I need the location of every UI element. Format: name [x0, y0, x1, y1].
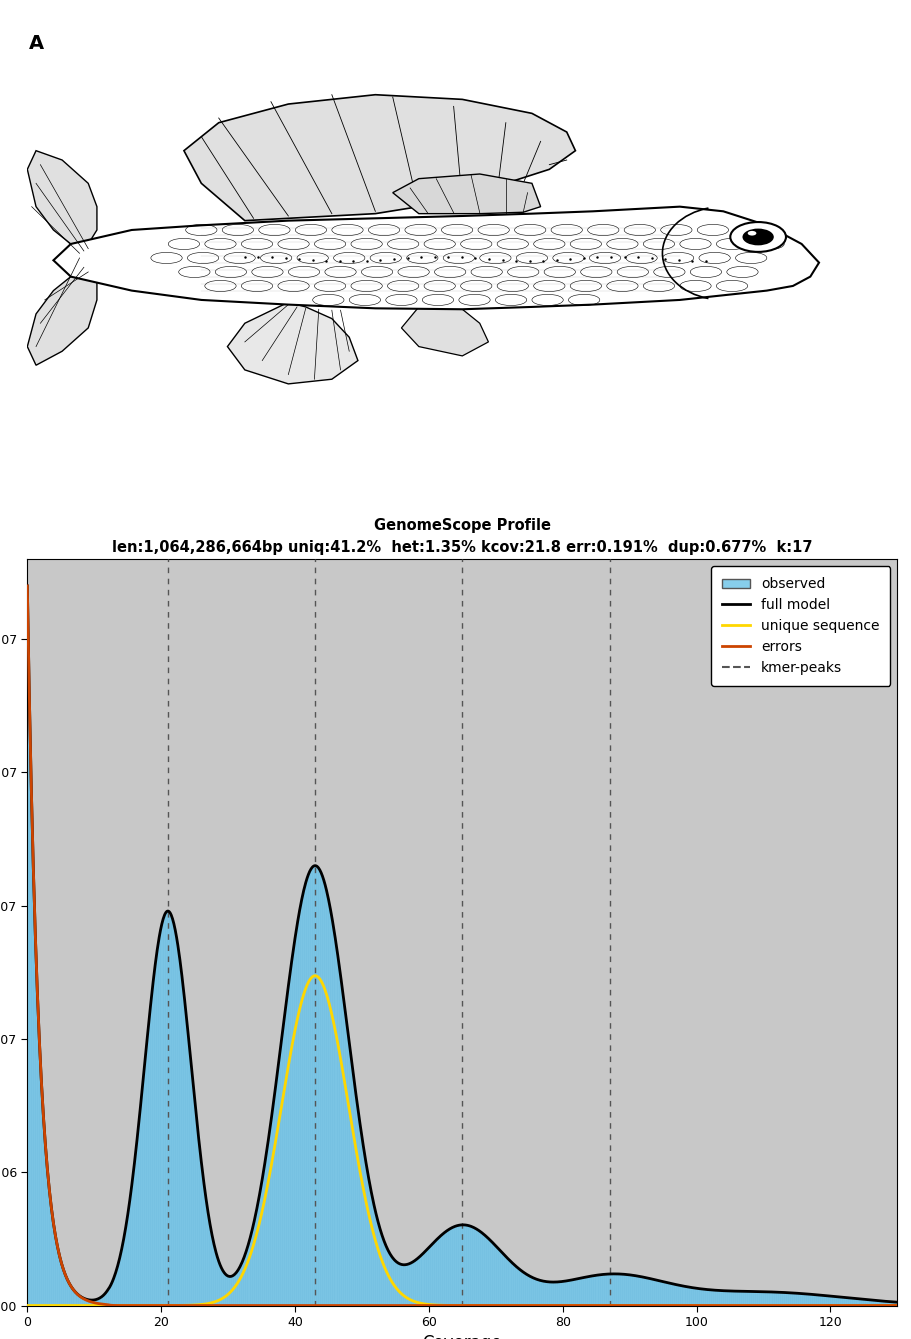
PathPatch shape: [402, 307, 488, 356]
Circle shape: [748, 230, 756, 236]
Legend: observed, full model, unique sequence, errors, kmer-peaks: observed, full model, unique sequence, e…: [711, 566, 890, 686]
PathPatch shape: [228, 303, 358, 384]
PathPatch shape: [184, 95, 576, 221]
PathPatch shape: [54, 206, 819, 309]
PathPatch shape: [393, 174, 540, 214]
Title: GenomeScope Profile
len:1,064,286,664bp uniq:41.2%  het:1.35% kcov:21.8 err:0.19: GenomeScope Profile len:1,064,286,664bp …: [112, 518, 813, 556]
Circle shape: [742, 229, 773, 245]
PathPatch shape: [27, 272, 97, 366]
X-axis label: Coverage: Coverage: [423, 1335, 502, 1339]
PathPatch shape: [27, 151, 97, 244]
Text: A: A: [29, 33, 45, 54]
Circle shape: [731, 222, 786, 252]
